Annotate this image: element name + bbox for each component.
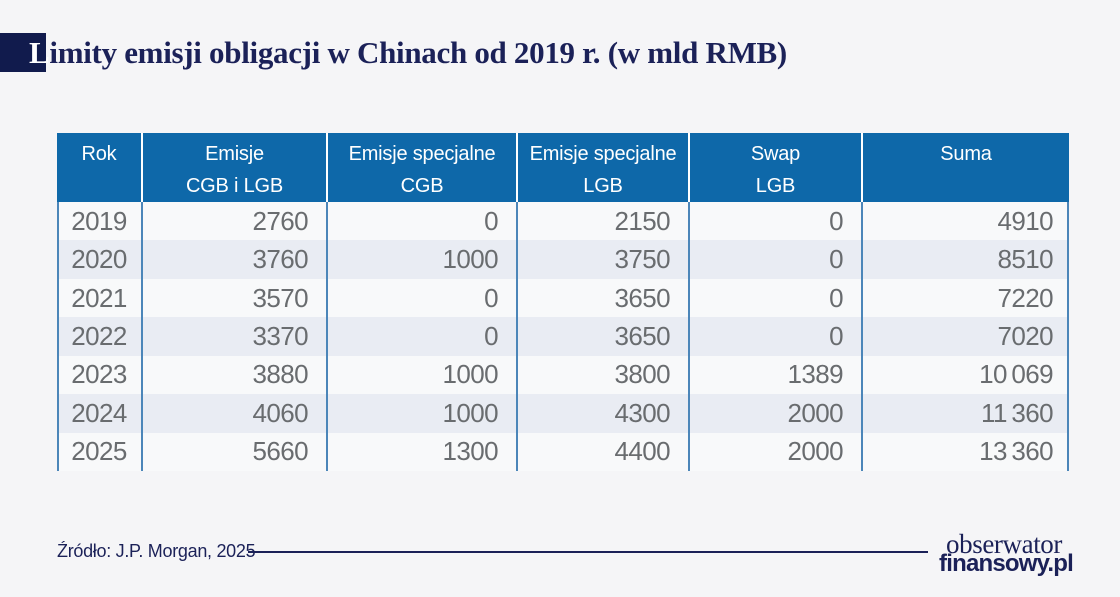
header-line1: Emisje specjalne <box>348 143 496 165</box>
header-line2: LGB <box>583 175 623 197</box>
value-cell: 7020 <box>997 320 1054 351</box>
value-cell: 5660 <box>143 432 328 471</box>
value-cell: 3750 <box>518 240 690 279</box>
table-row: 2022 3370 0 3650 0 7020 <box>57 317 1069 356</box>
header-line2: CGB i LGB <box>185 175 284 197</box>
value-cell: 1000 <box>328 394 518 433</box>
value-cell: 4060 <box>143 394 328 433</box>
logo-obserwator: obserwator <box>946 529 1062 559</box>
value-cell: 2150 <box>518 202 690 241</box>
value-cell: 8510 <box>997 244 1054 275</box>
year-cell: 2019 <box>57 202 143 241</box>
table-row: 2019 2760 0 2150 0 4910 <box>57 202 1069 241</box>
table-body: 2019 2760 0 2150 0 4910 2020 3760 1000 3750 0 8510 2… <box>57 202 1069 471</box>
table-row: 2024 4060 1000 4300 2000 11 360 <box>57 394 1069 433</box>
header-line2: LGB <box>755 175 796 197</box>
value-cell: 0 <box>328 278 518 318</box>
header-line1: Emisje specjalne <box>529 143 677 165</box>
header-cell-rok: Rok <box>57 133 143 202</box>
title-flag-decoration <box>0 33 46 72</box>
table-row: 2020 3760 1000 3750 0 8510 <box>57 240 1069 279</box>
value-cell: 0 <box>328 202 518 241</box>
table-row: 2023 3880 1000 3800 1389 10 069 <box>57 355 1069 395</box>
value-cell: 4400 <box>518 432 690 471</box>
value-cell: 10 069 <box>979 359 1054 390</box>
year-cell: 2025 <box>57 432 143 471</box>
value-cell: 2000 <box>690 394 863 433</box>
header-line1: Rok <box>81 143 117 165</box>
header-line1: Emisje <box>205 143 264 165</box>
header-cell-emisje-specjalne-lgb: Emisje specjalne LGB <box>518 133 690 202</box>
value-cell: 1300 <box>328 432 518 471</box>
header-line2: CGB <box>400 175 444 197</box>
brand-logo: obserwator finansowy.pl <box>933 529 1074 581</box>
value-cell: 7220 <box>997 282 1054 313</box>
source-label: Źródło: J.P. Morgan, 2025 <box>57 541 256 561</box>
value-cell: 0 <box>690 278 863 318</box>
value-cell: 3760 <box>143 240 328 279</box>
data-table: Rok Emisje CGB i LGB Emisje specjalne CG… <box>57 133 1069 471</box>
value-cell: 3570 <box>143 278 328 318</box>
value-cell: 3370 <box>143 317 328 356</box>
value-cell: 3650 <box>518 317 690 356</box>
table-header: Rok Emisje CGB i LGB Emisje specjalne CG… <box>57 133 1069 202</box>
header-cell-emisje-specjalne-cgb: Emisje specjalne CGB <box>328 133 518 202</box>
value-cell: 1000 <box>328 240 518 279</box>
value-cell: 11 360 <box>981 397 1054 428</box>
table-row: 2025 5660 1300 4400 2000 13 360 <box>57 432 1069 471</box>
value-cell: 0 <box>690 317 863 356</box>
header-line1: Swap <box>750 143 801 165</box>
year-cell: 2022 <box>57 317 143 356</box>
year-cell: 2020 <box>57 240 143 279</box>
footer-rule <box>248 551 928 553</box>
year-cell: 2023 <box>57 355 143 395</box>
value-cell: 3880 <box>143 355 328 395</box>
value-cell: 1000 <box>328 355 518 395</box>
logo-finansowy: finansowy.pl <box>939 550 1074 577</box>
year-cell: 2024 <box>57 394 143 433</box>
page-title-first-letter: L <box>29 35 50 70</box>
value-cell: 3650 <box>518 278 690 318</box>
page-title: Limity emisji obligacji w Chinach od 201… <box>29 33 787 72</box>
value-cell: 2760 <box>143 202 328 241</box>
value-cell: 0 <box>690 202 863 241</box>
value-cell: 0 <box>690 240 863 279</box>
value-cell: 0 <box>328 317 518 356</box>
year-cell: 2021 <box>57 278 143 318</box>
value-cell: 3800 <box>518 355 690 395</box>
value-cell: 4300 <box>518 394 690 433</box>
value-cell: 13 360 <box>979 436 1054 467</box>
page-title-rest: imity emisji obligacji w Chinach od 2019… <box>49 35 787 70</box>
value-cell: 2000 <box>690 432 863 471</box>
value-cell: 4910 <box>997 205 1054 236</box>
table-row: 2021 3570 0 3650 0 7220 <box>57 278 1069 318</box>
header-cell-swap: Swap LGB <box>690 133 863 202</box>
header-cell-emisje: Emisje CGB i LGB <box>143 133 328 202</box>
header-line1: Suma <box>940 143 992 165</box>
value-cell: 1389 <box>690 355 863 395</box>
header-cell-suma: Suma <box>863 133 1069 202</box>
